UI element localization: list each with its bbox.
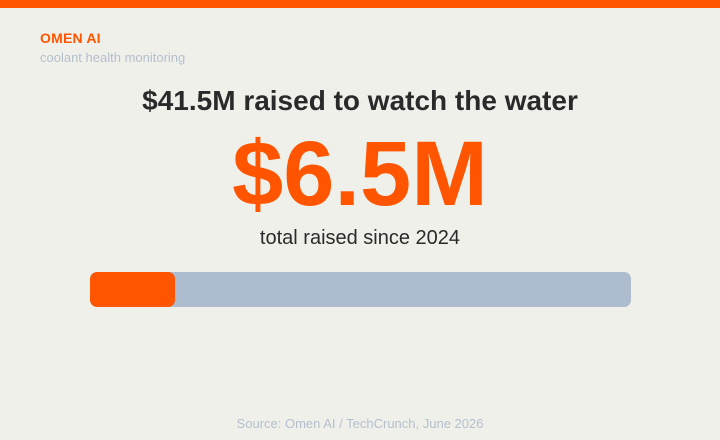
brand-name: OMEN AI (40, 30, 101, 46)
stat-value: $6.5M (232, 123, 488, 225)
source-note: Source: Omen AI / TechCrunch, June 2026 (236, 416, 484, 431)
top-accent-bar (0, 0, 720, 8)
headline: $41.5M raised to watch the water (142, 85, 578, 116)
stat-caption: total raised since 2024 (259, 227, 461, 249)
brand-tagline: coolant health monitoring (40, 50, 186, 65)
progress-track (90, 272, 631, 307)
progress-fill (90, 272, 175, 307)
